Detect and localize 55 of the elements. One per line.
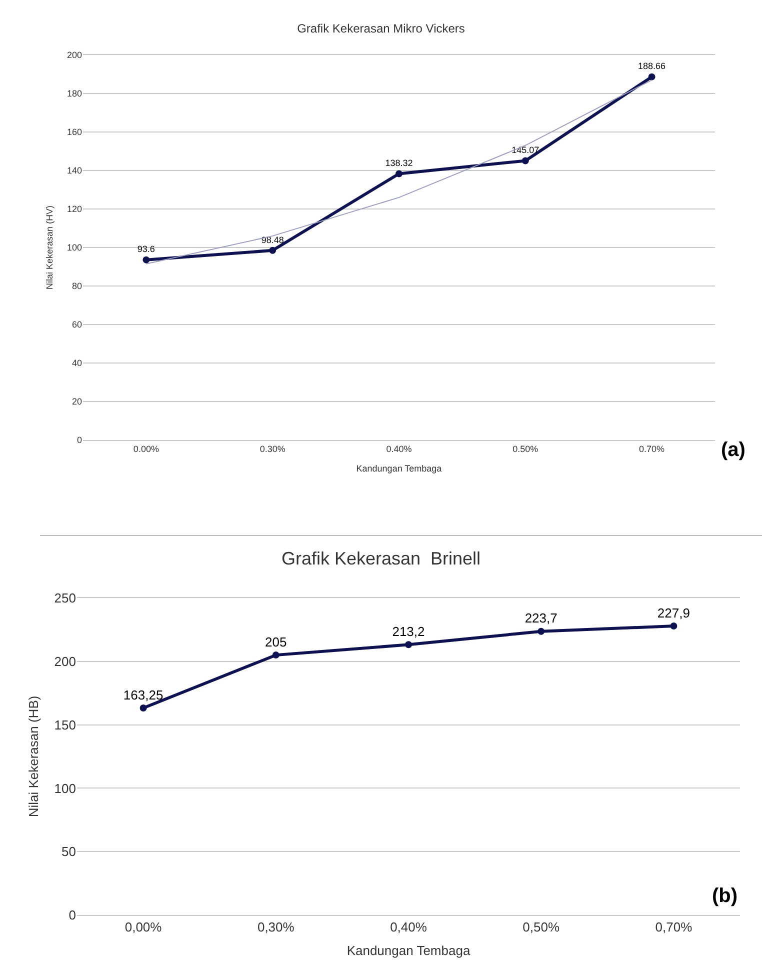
y-axis-title: Nilai Kekerasan (HV) xyxy=(44,205,54,290)
point xyxy=(670,622,678,630)
data-label: 223,7 xyxy=(524,610,558,626)
y-tick-label: 140 xyxy=(66,166,82,176)
point xyxy=(405,641,412,648)
y-tick-label: 150 xyxy=(54,717,76,732)
x-axis-title: Kandungan Tembaga xyxy=(356,464,442,474)
x-tick-label: 0,50% xyxy=(522,920,560,935)
x-tick-label: 0.40% xyxy=(386,444,412,454)
y-tick-label: 200 xyxy=(66,50,82,60)
data-label: 138.32 xyxy=(385,158,413,168)
point xyxy=(142,256,150,264)
text: (a) xyxy=(721,439,746,461)
data-label: 93.6 xyxy=(137,244,155,254)
x-tick-label: 0.30% xyxy=(260,444,286,454)
y-tick-label: 100 xyxy=(54,780,76,796)
data-label: 98.48 xyxy=(261,234,284,245)
x-tick-label: 0,00% xyxy=(124,920,162,935)
point xyxy=(140,704,147,712)
x-tick-label: 0,30% xyxy=(257,920,295,935)
y-tick-label: 200 xyxy=(54,654,76,669)
data-label: 205 xyxy=(265,634,287,650)
x-tick-label: 0.50% xyxy=(512,444,538,454)
x-tick-label: 0,40% xyxy=(390,920,428,935)
y-axis-title: Nilai Kekerasan (HB) xyxy=(26,696,42,818)
y-tick-label: 0 xyxy=(76,435,82,446)
point xyxy=(396,170,402,178)
x-tick-label: 0,70% xyxy=(655,920,693,935)
data-label: 163,25 xyxy=(123,687,164,702)
y-tick-label: 80 xyxy=(72,281,82,292)
y-tick-label: 60 xyxy=(72,320,82,330)
y-tick-label: 20 xyxy=(72,396,82,407)
point xyxy=(272,652,280,659)
point xyxy=(269,246,276,254)
data-label: 188.66 xyxy=(638,61,666,72)
x-axis-title: Kandungan Tembaga xyxy=(346,943,471,958)
y-tick-label: 180 xyxy=(66,88,82,99)
chart-title: Grafik Kekerasan Brinell xyxy=(281,548,481,569)
y-tick-label: 250 xyxy=(54,590,76,606)
chart-title: Grafik Kekerasan Mikro Vickers xyxy=(297,21,465,36)
y-tick-label: 160 xyxy=(66,127,82,138)
x-tick-label: 0.70% xyxy=(639,444,665,454)
y-tick-label: 120 xyxy=(66,204,82,214)
point xyxy=(522,157,529,164)
data-label: 213,2 xyxy=(392,624,425,640)
y-tick-label: 0 xyxy=(68,908,76,923)
y-tick-label: 50 xyxy=(62,844,76,860)
y-tick-label: 100 xyxy=(66,242,82,253)
x-tick-label: 0.00% xyxy=(133,444,159,454)
data-label: 227,9 xyxy=(657,605,690,620)
point xyxy=(648,73,656,80)
annotation: (b) xyxy=(712,885,738,907)
data-label: 145.07 xyxy=(512,145,540,156)
point xyxy=(538,628,545,635)
y-tick-label: 40 xyxy=(72,358,82,368)
